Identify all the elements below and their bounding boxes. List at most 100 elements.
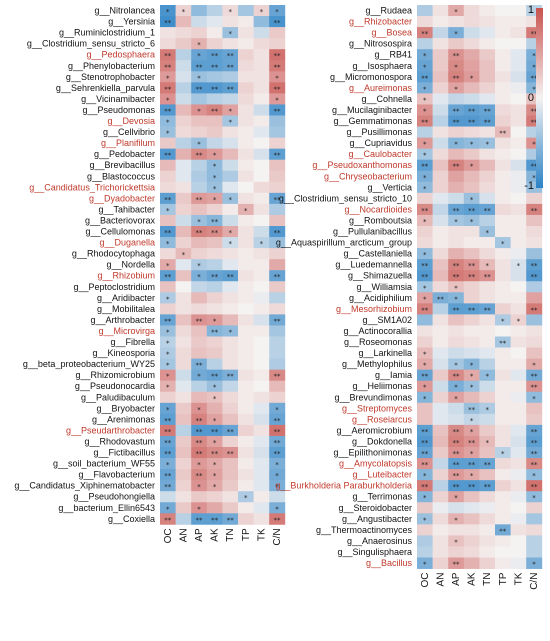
heatmap-cell [526,380,543,393]
heatmap-cell [175,502,192,514]
row-label: g__Vicinamibacter [81,94,155,104]
column-label: TK [513,572,524,585]
significance-mark: ** [274,317,282,325]
heatmap-cell [510,314,527,326]
significance-mark: ** [196,417,204,425]
heatmap-cell [191,270,208,282]
heatmap-cell [417,491,433,503]
heatmap-cell [160,93,176,105]
heatmap-cell [510,93,527,105]
significance-mark: * [213,472,217,480]
significance-mark: * [423,85,427,93]
significance-mark: ** [421,74,429,82]
significance-mark: ** [484,273,492,281]
significance-mark: ** [196,439,204,447]
row-label: g__Blastococcus [87,171,156,181]
heatmap-cell [269,435,286,448]
column-label: AK [210,528,221,542]
significance-mark: * [423,96,427,104]
column-label: TK [256,528,267,541]
heatmap-cell [495,435,511,448]
heatmap-cell [417,270,433,282]
row-label: g__Arthrobacter [90,315,155,325]
significance-mark: * [532,174,536,182]
heatmap-cell [448,38,465,50]
significance-mark: * [275,483,279,491]
heatmap-cell [222,281,239,293]
heatmap-cell [160,192,176,205]
row-label: g__Dokdonella [352,436,412,446]
heatmap-cell [222,469,239,481]
significance-mark: * [470,428,474,436]
heatmap-cell [269,248,286,260]
heatmap-cell [479,369,496,382]
heatmap-cell [253,237,270,249]
heatmap-cell [432,402,449,415]
significance-mark: * [423,395,427,403]
heatmap-cell [448,524,465,536]
heatmap-cell [175,203,192,216]
heatmap-cell [222,5,239,17]
heatmap-cell [432,16,449,28]
row-label: g__beta_proteobacterium_WY25 [23,359,155,369]
significance-mark: ** [164,516,172,524]
significance-mark: ** [531,384,539,392]
heatmap-cell [160,447,176,459]
heatmap-cell [526,259,543,271]
heatmap-cell [191,104,208,116]
significance-mark: * [470,373,474,381]
row-label: g__Nocardioides [344,204,412,214]
heatmap-cell [479,325,496,337]
heatmap-cell [526,336,543,348]
significance-mark: * [166,406,170,414]
row-label: g__Fictibacillus [93,448,155,458]
heatmap-cell [417,292,433,304]
heatmap-cell [175,137,192,150]
significance-mark: ** [531,107,539,115]
heatmap-cell [495,535,511,547]
heatmap-cell [510,115,527,127]
heatmap-cell [175,71,192,83]
heatmap-cell [417,391,433,404]
heatmap-cell [253,126,270,138]
heatmap-cell [222,148,239,161]
significance-mark: ** [164,152,172,160]
heatmap-cell [206,203,223,216]
heatmap-cell [432,104,449,116]
heatmap-cell [495,469,511,481]
column-label: TN [225,528,236,541]
significance-mark: ** [484,483,492,491]
heatmap-cell [175,458,192,470]
colorbar-gradient [536,8,543,188]
heatmap-cell [417,480,433,492]
heatmap-cell [269,424,286,437]
heatmap-cell [160,369,176,382]
heatmap-cell [253,369,270,382]
column-label: AK [467,572,478,586]
heatmap-cell [160,49,176,61]
significance-mark: ** [227,85,235,93]
significance-mark: * [454,141,458,149]
row-label: g__Pedobacter [94,149,155,159]
heatmap-cell [238,424,254,437]
heatmap-cell [463,447,480,459]
significance-mark: * [423,251,427,259]
significance-mark: ** [164,273,172,281]
heatmap-cell [526,435,543,448]
heatmap-cell [238,347,254,359]
row-label: g__Yersinia [108,17,155,27]
heatmap-cell [160,259,176,271]
heatmap-cell [175,292,192,304]
heatmap-cell [206,447,223,459]
heatmap-cell [253,181,270,194]
heatmap-cell [463,424,480,437]
heatmap-cell [191,292,208,304]
heatmap-cell [495,226,511,238]
heatmap-cell [206,502,223,514]
column-label: AP [194,528,205,542]
heatmap-cell [269,237,286,249]
heatmap-cell [479,292,496,304]
heatmap-cell [495,358,511,371]
significance-mark: ** [421,450,429,458]
heatmap-cell [253,480,270,492]
